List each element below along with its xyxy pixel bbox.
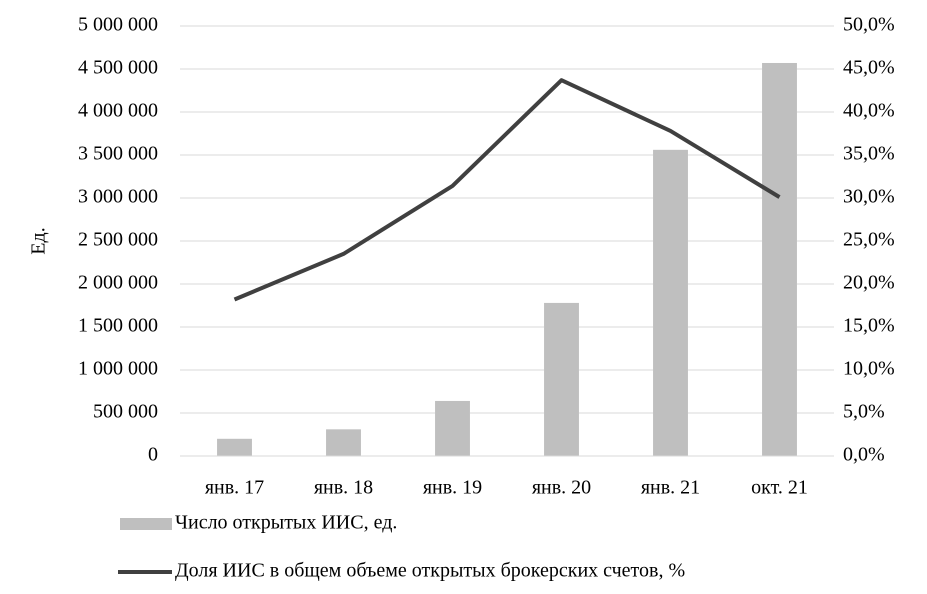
y-tick-label: 4 000 000 [78,100,158,122]
y2-tick-label: 25,0% [843,229,895,251]
x-tick-label: янв. 20 [532,477,591,499]
y2-tick-label: 45,0% [843,57,895,79]
y-tick-label: 3 000 000 [78,186,158,208]
bar [326,429,361,456]
bar [544,302,579,456]
y2-tick-label: 0,0% [843,444,885,466]
y-tick-label: 3 500 000 [78,143,158,165]
x-tick-label: янв. 21 [641,477,700,499]
bar [435,400,470,456]
y2-tick-label: 20,0% [843,272,895,294]
y2-tick-label: 35,0% [843,143,895,165]
legend-swatch [120,518,172,530]
x-tick-label: окт. 21 [751,477,808,499]
y-tick-label: 4 500 000 [78,57,158,79]
bar [217,438,252,456]
y2-tick-label: 40,0% [843,100,895,122]
y-tick-label: 2 500 000 [78,229,158,251]
y2-tick-label: 50,0% [843,14,895,36]
y-tick-label: 0 [148,444,158,466]
line [233,78,781,302]
y-tick-label: 500 000 [93,401,158,423]
y-tick-label: 1 000 000 [78,358,158,380]
bar [653,149,688,456]
bar [762,62,797,456]
y2-tick-label: 15,0% [843,315,895,337]
y2-tick-label: 30,0% [843,186,895,208]
x-tick-label: янв. 19 [423,477,482,499]
y-tick-label: 5 000 000 [78,14,158,36]
x-tick-label: янв. 18 [314,477,373,499]
y-tick-label: 2 000 000 [78,272,158,294]
y-tick-label: 1 500 000 [78,315,158,337]
x-tick-label: янв. 17 [205,477,264,499]
legend-label: Число открытых ИИС, ед. [175,512,397,534]
y2-tick-label: 5,0% [843,401,885,423]
y-axis-label: Ед. [28,227,50,254]
legend-label: Доля ИИС в общем объеме открытых брокерс… [175,560,685,582]
y2-tick-label: 10,0% [843,358,895,380]
